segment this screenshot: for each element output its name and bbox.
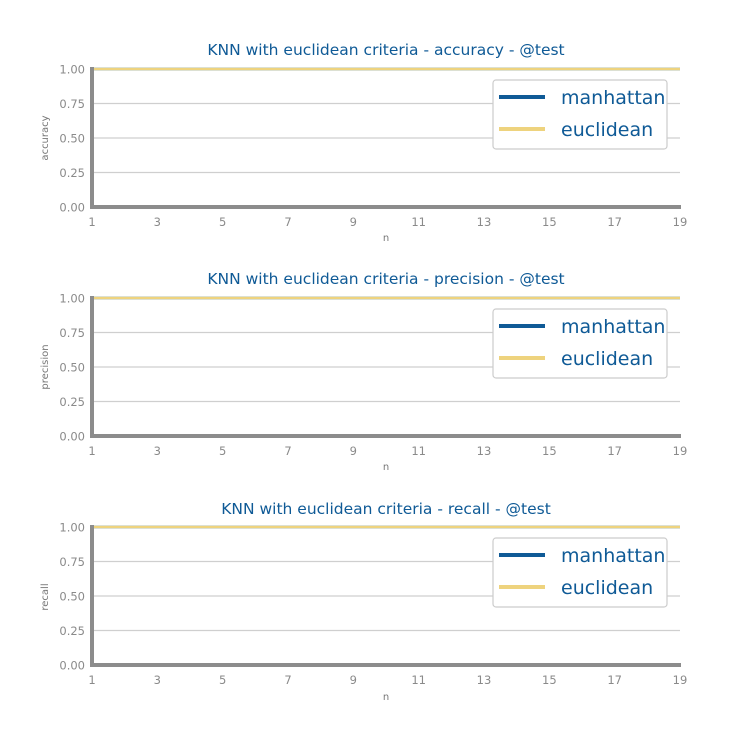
x-tick-label: 3 [154,444,161,458]
legend-label: manhattan [561,316,665,338]
x-tick-label: 11 [411,215,426,229]
legend-item-manhattan: manhattan [499,545,665,567]
x-tick-label: 17 [607,673,622,687]
x-tick-label: 9 [350,673,357,687]
x-tick-label: 5 [219,673,226,687]
x-tick-label: 5 [219,215,226,229]
y-axis-label: accuracy [40,115,51,160]
x-tick-label: 19 [673,215,688,229]
x-tick-label: 19 [673,673,688,687]
y-axis-label: precision [40,344,51,389]
legend-item-manhattan: manhattan [499,316,665,338]
x-tick-label: 1 [88,444,95,458]
y-tick-label: 0.25 [59,166,85,180]
chart-title: KNN with euclidean criteria - accuracy -… [207,41,564,59]
x-tick-label: 11 [411,673,426,687]
x-tick-label: 3 [154,673,161,687]
legend-item-euclidean: euclidean [499,577,653,599]
y-tick-label: 1.00 [59,63,85,77]
chart-title: KNN with euclidean criteria - recall - @… [221,500,551,518]
y-tick-label: 0.25 [59,624,85,638]
x-tick-label: 17 [607,444,622,458]
legend: manhattan euclidean [492,79,668,150]
x-tick-label: 19 [673,444,688,458]
y-tick-label: 0.00 [59,659,85,673]
legend-item-manhattan: manhattan [499,87,665,109]
legend: manhattan euclidean [492,308,668,379]
y-axis-label: recall [40,583,51,610]
legend-label: euclidean [561,577,653,599]
x-tick-label: 9 [350,215,357,229]
x-tick-label: 7 [284,673,291,687]
x-tick-label: 13 [477,444,492,458]
chart-title: KNN with euclidean criteria - precision … [207,270,564,288]
x-tick-label: 15 [542,673,557,687]
y-tick-label: 0.25 [59,395,85,409]
y-tick-label: 0.50 [59,590,85,604]
y-tick-label: 0.75 [59,97,85,111]
y-tick-label: 0.50 [59,361,85,375]
legend-item-euclidean: euclidean [499,119,653,141]
x-tick-label: 15 [542,444,557,458]
chart-recall: KNN with euclidean criteria - recall - @… [40,500,687,703]
legend-label: manhattan [561,87,665,109]
x-tick-label: 13 [477,673,492,687]
legend-label: euclidean [561,348,653,370]
x-tick-label: 13 [477,215,492,229]
x-tick-label: 7 [284,444,291,458]
x-axis-label: n [383,233,389,244]
x-tick-label: 11 [411,444,426,458]
chart-precision: KNN with euclidean criteria - precision … [40,270,687,473]
legend: manhattan euclidean [492,537,668,608]
x-tick-label: 5 [219,444,226,458]
x-tick-label: 1 [88,673,95,687]
y-tick-label: 0.00 [59,201,85,215]
chart-accuracy: KNN with euclidean criteria - accuracy -… [40,41,687,244]
x-tick-label: 1 [88,215,95,229]
x-tick-label: 3 [154,215,161,229]
y-tick-label: 1.00 [59,521,85,535]
legend-item-euclidean: euclidean [499,348,653,370]
x-tick-label: 9 [350,444,357,458]
x-axis-label: n [383,692,389,703]
legend-label: manhattan [561,545,665,567]
x-tick-label: 15 [542,215,557,229]
legend-label: euclidean [561,119,653,141]
y-tick-label: 0.00 [59,430,85,444]
x-tick-label: 7 [284,215,291,229]
y-tick-label: 0.75 [59,555,85,569]
x-tick-label: 17 [607,215,622,229]
y-tick-label: 0.50 [59,132,85,146]
y-tick-label: 1.00 [59,292,85,306]
x-axis-label: n [383,462,389,473]
y-tick-label: 0.75 [59,326,85,340]
